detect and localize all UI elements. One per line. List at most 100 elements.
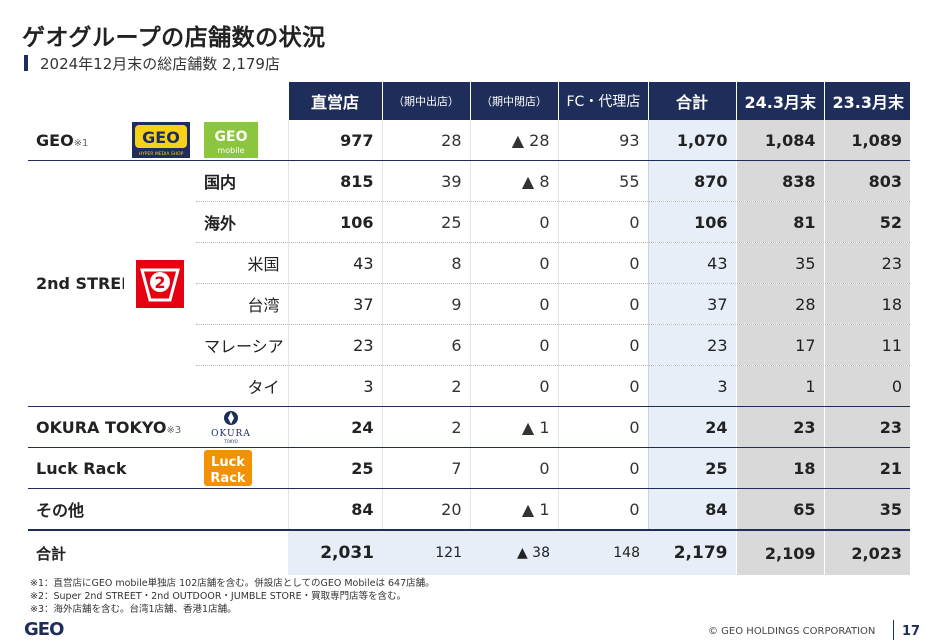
table-row-okura: OKURA TOKYO※3 OKURA TOKYO 24 2 ▲ 1 0 24 … bbox=[28, 406, 910, 448]
footnotes: ※1：直営店にGEO mobile単独店 102店舗を含む。併設店としてのGEO… bbox=[30, 577, 435, 616]
luck-rack-direct: 25 bbox=[287, 447, 382, 489]
malaysia-total: 23 bbox=[647, 324, 736, 366]
row-label-okura: OKURA TOKYO※3 bbox=[28, 406, 196, 448]
footnote-3: ※3：海外店舗を含む。台湾1店舗、香港1店舗。 bbox=[30, 604, 237, 615]
svg-text:GEO: GEO bbox=[215, 129, 248, 145]
us-total: 43 bbox=[647, 242, 736, 284]
geo-fc: 93 bbox=[557, 120, 648, 161]
sum-direct: 2,031 bbox=[288, 529, 382, 575]
okura-direct: 24 bbox=[287, 406, 382, 448]
luck-rack-mar23: 21 bbox=[823, 447, 910, 489]
svg-text:2: 2 bbox=[154, 273, 165, 292]
header-total: 合計 bbox=[648, 82, 737, 120]
us-fc: 0 bbox=[557, 242, 648, 284]
domestic-direct: 815 bbox=[287, 160, 382, 202]
overseas-fc: 0 bbox=[557, 201, 648, 243]
footnote-1: ※1：直営店にGEO mobile単独店 102店舗を含む。併設店としてのGEO… bbox=[30, 578, 435, 589]
taiwan-fc: 0 bbox=[557, 283, 648, 325]
row-label-taiwan: 台湾 bbox=[196, 283, 288, 325]
header-fc: FC・代理店 bbox=[558, 82, 649, 120]
row-label-malaysia: マレーシア bbox=[196, 324, 288, 366]
okura-mar23: 23 bbox=[823, 406, 910, 448]
geo-mar24: 1,084 bbox=[735, 120, 824, 161]
geo-total: 1,070 bbox=[647, 120, 736, 161]
overseas-direct: 106 bbox=[287, 201, 382, 243]
taiwan-total: 37 bbox=[647, 283, 736, 325]
us-mar23: 23 bbox=[823, 242, 910, 284]
geo-direct: 977 bbox=[287, 120, 382, 161]
taiwan-opened: 9 bbox=[381, 283, 470, 325]
other-mar23: 35 bbox=[823, 488, 910, 531]
geo-closed: ▲ 28 bbox=[469, 120, 558, 161]
svg-text:TOKYO: TOKYO bbox=[223, 439, 237, 444]
header-direct: 直営店 bbox=[288, 82, 383, 120]
luck-rack-total: 25 bbox=[647, 447, 736, 489]
thailand-mar24: 1 bbox=[735, 365, 824, 407]
table-row-other: その他 84 20 ▲ 1 0 84 65 35 bbox=[28, 488, 910, 531]
thailand-opened: 2 bbox=[381, 365, 470, 407]
taiwan-mar23: 18 bbox=[823, 283, 910, 325]
svg-text:GEO: GEO bbox=[142, 128, 180, 147]
other-mar24: 65 bbox=[735, 488, 824, 531]
svg-text:HYPER MEDIA SHOP: HYPER MEDIA SHOP bbox=[139, 151, 184, 157]
table-row-geo: GEO※1 GEO HYPER MEDIA SHOP GEO mobile 97… bbox=[28, 120, 910, 161]
luck-rack-fc: 0 bbox=[557, 447, 648, 489]
other-opened: 20 bbox=[381, 488, 470, 531]
thailand-total: 3 bbox=[647, 365, 736, 407]
row-label-overseas: 海外 bbox=[196, 201, 288, 243]
header-closed: （期中閉店） bbox=[470, 82, 559, 120]
row-label-other: その他 bbox=[28, 488, 288, 531]
other-fc: 0 bbox=[557, 488, 648, 531]
svg-text:mobile: mobile bbox=[217, 146, 244, 155]
store-count-table: 直営店 （期中出店） （期中閉店） FC・代理店 合計 24.3月末 23.3月… bbox=[28, 82, 911, 575]
page-title: ゲオグループの店舗数の状況 bbox=[22, 25, 326, 51]
table-row-sum: 合計 2,031 121 ▲ 38 148 2,179 2,109 2,023 bbox=[28, 529, 910, 575]
row-label-us: 米国 bbox=[196, 242, 288, 284]
domestic-opened: 39 bbox=[381, 160, 470, 202]
thailand-fc: 0 bbox=[557, 365, 648, 407]
table-row-overseas: 海外 106 25 0 0 106 81 52 bbox=[28, 201, 910, 243]
page-number: 17 bbox=[902, 624, 921, 639]
okura-closed: ▲ 1 bbox=[469, 406, 558, 448]
geo-mobile-logo-icon: GEO mobile bbox=[204, 122, 258, 158]
domestic-fc: 55 bbox=[557, 160, 648, 202]
sum-mar23: 2,023 bbox=[823, 529, 910, 575]
taiwan-closed: 0 bbox=[469, 283, 558, 325]
domestic-closed: ▲ 8 bbox=[469, 160, 558, 202]
other-total: 84 bbox=[647, 488, 736, 531]
okura-mar24: 23 bbox=[735, 406, 824, 448]
us-direct: 43 bbox=[287, 242, 382, 284]
thailand-mar23: 0 bbox=[823, 365, 910, 407]
domestic-mar24: 838 bbox=[735, 160, 824, 202]
other-closed: ▲ 1 bbox=[469, 488, 558, 531]
header-mar23: 23.3月末 bbox=[824, 82, 911, 120]
luck-rack-closed: 0 bbox=[469, 447, 558, 489]
luck-rack-logo-icon: Luck Rack bbox=[204, 450, 252, 486]
sum-fc: 148 bbox=[558, 529, 648, 575]
row-label-2nd-street: 2nd STREET※2 bbox=[28, 160, 124, 407]
table-header: 直営店 （期中出店） （期中閉店） FC・代理店 合計 24.3月末 23.3月… bbox=[28, 82, 911, 120]
svg-text:Luck: Luck bbox=[211, 455, 245, 470]
table-row-thailand: タイ 3 2 0 0 3 1 0 bbox=[28, 365, 910, 407]
luck-rack-logo: Luck Rack bbox=[196, 447, 288, 489]
2nd-street-logo-icon: 2 bbox=[136, 259, 184, 308]
thailand-closed: 0 bbox=[469, 365, 558, 407]
sum-total: 2,179 bbox=[648, 529, 736, 575]
luck-rack-opened: 7 bbox=[381, 447, 470, 489]
malaysia-mar24: 17 bbox=[735, 324, 824, 366]
okura-total: 24 bbox=[647, 406, 736, 448]
svg-text:OKURA: OKURA bbox=[211, 429, 251, 439]
overseas-total: 106 bbox=[647, 201, 736, 243]
copyright: © GEO HOLDINGS CORPORATION bbox=[708, 626, 876, 637]
domestic-total: 870 bbox=[647, 160, 736, 202]
geo-shop-logo-icon: GEO HYPER MEDIA SHOP bbox=[132, 122, 190, 158]
footnote-2: ※2：Super 2nd STREET・2nd OUTDOOR・JUMBLE S… bbox=[30, 591, 407, 602]
taiwan-mar24: 28 bbox=[735, 283, 824, 325]
row-label-geo: GEO※1 bbox=[28, 120, 124, 161]
geo-mar23: 1,089 bbox=[823, 120, 910, 161]
page-number-divider bbox=[893, 620, 894, 640]
table-row-us: 米国 43 8 0 0 43 35 23 bbox=[28, 242, 910, 284]
table-row-taiwan: 台湾 37 9 0 0 37 28 18 bbox=[28, 283, 910, 325]
table-row-malaysia: マレーシア 23 6 0 0 23 17 11 bbox=[28, 324, 910, 366]
row-label-sum: 合計 bbox=[28, 529, 288, 575]
